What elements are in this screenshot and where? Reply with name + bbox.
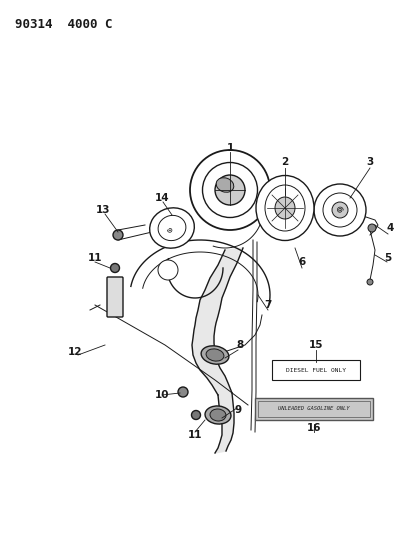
- Ellipse shape: [323, 193, 357, 227]
- Ellipse shape: [205, 406, 231, 424]
- Ellipse shape: [368, 224, 376, 232]
- Bar: [255, 398, 373, 420]
- Ellipse shape: [158, 215, 186, 240]
- Text: 13: 13: [96, 205, 110, 215]
- Ellipse shape: [256, 175, 314, 240]
- Text: 4: 4: [386, 223, 394, 233]
- Text: 12: 12: [68, 347, 82, 357]
- Ellipse shape: [178, 387, 188, 397]
- Ellipse shape: [367, 279, 373, 285]
- Text: 5: 5: [384, 253, 392, 263]
- Ellipse shape: [265, 185, 305, 231]
- Text: 15: 15: [309, 340, 323, 350]
- Text: DIESEL FUEL ONLY: DIESEL FUEL ONLY: [286, 367, 346, 373]
- Text: 7: 7: [264, 300, 272, 310]
- Ellipse shape: [314, 184, 366, 236]
- Ellipse shape: [190, 150, 270, 230]
- Ellipse shape: [158, 260, 178, 280]
- Bar: [272, 360, 360, 380]
- Text: 9: 9: [235, 405, 241, 415]
- Text: 14: 14: [155, 193, 169, 203]
- Ellipse shape: [206, 349, 224, 361]
- Text: 2: 2: [281, 157, 289, 167]
- Text: UNLEADED GASOLINE ONLY: UNLEADED GASOLINE ONLY: [278, 407, 350, 411]
- Ellipse shape: [201, 346, 229, 364]
- Ellipse shape: [110, 263, 120, 272]
- Ellipse shape: [191, 410, 201, 419]
- Polygon shape: [192, 248, 243, 395]
- Bar: [258, 401, 370, 417]
- Text: 11: 11: [188, 430, 202, 440]
- Text: 6: 6: [298, 257, 305, 267]
- Ellipse shape: [150, 208, 194, 248]
- Text: 10: 10: [155, 390, 169, 400]
- FancyBboxPatch shape: [107, 277, 123, 317]
- Text: 3: 3: [366, 157, 374, 167]
- Text: 8: 8: [237, 340, 244, 350]
- Polygon shape: [215, 393, 234, 453]
- Ellipse shape: [275, 197, 295, 219]
- Ellipse shape: [216, 177, 234, 192]
- Ellipse shape: [215, 175, 245, 205]
- Text: 16: 16: [307, 423, 321, 433]
- Text: 11: 11: [88, 253, 102, 263]
- Ellipse shape: [202, 163, 258, 217]
- Text: 1: 1: [226, 143, 234, 153]
- Ellipse shape: [332, 202, 348, 218]
- Ellipse shape: [113, 230, 123, 240]
- Ellipse shape: [210, 409, 226, 421]
- Text: 90314  4000 C: 90314 4000 C: [15, 18, 112, 31]
